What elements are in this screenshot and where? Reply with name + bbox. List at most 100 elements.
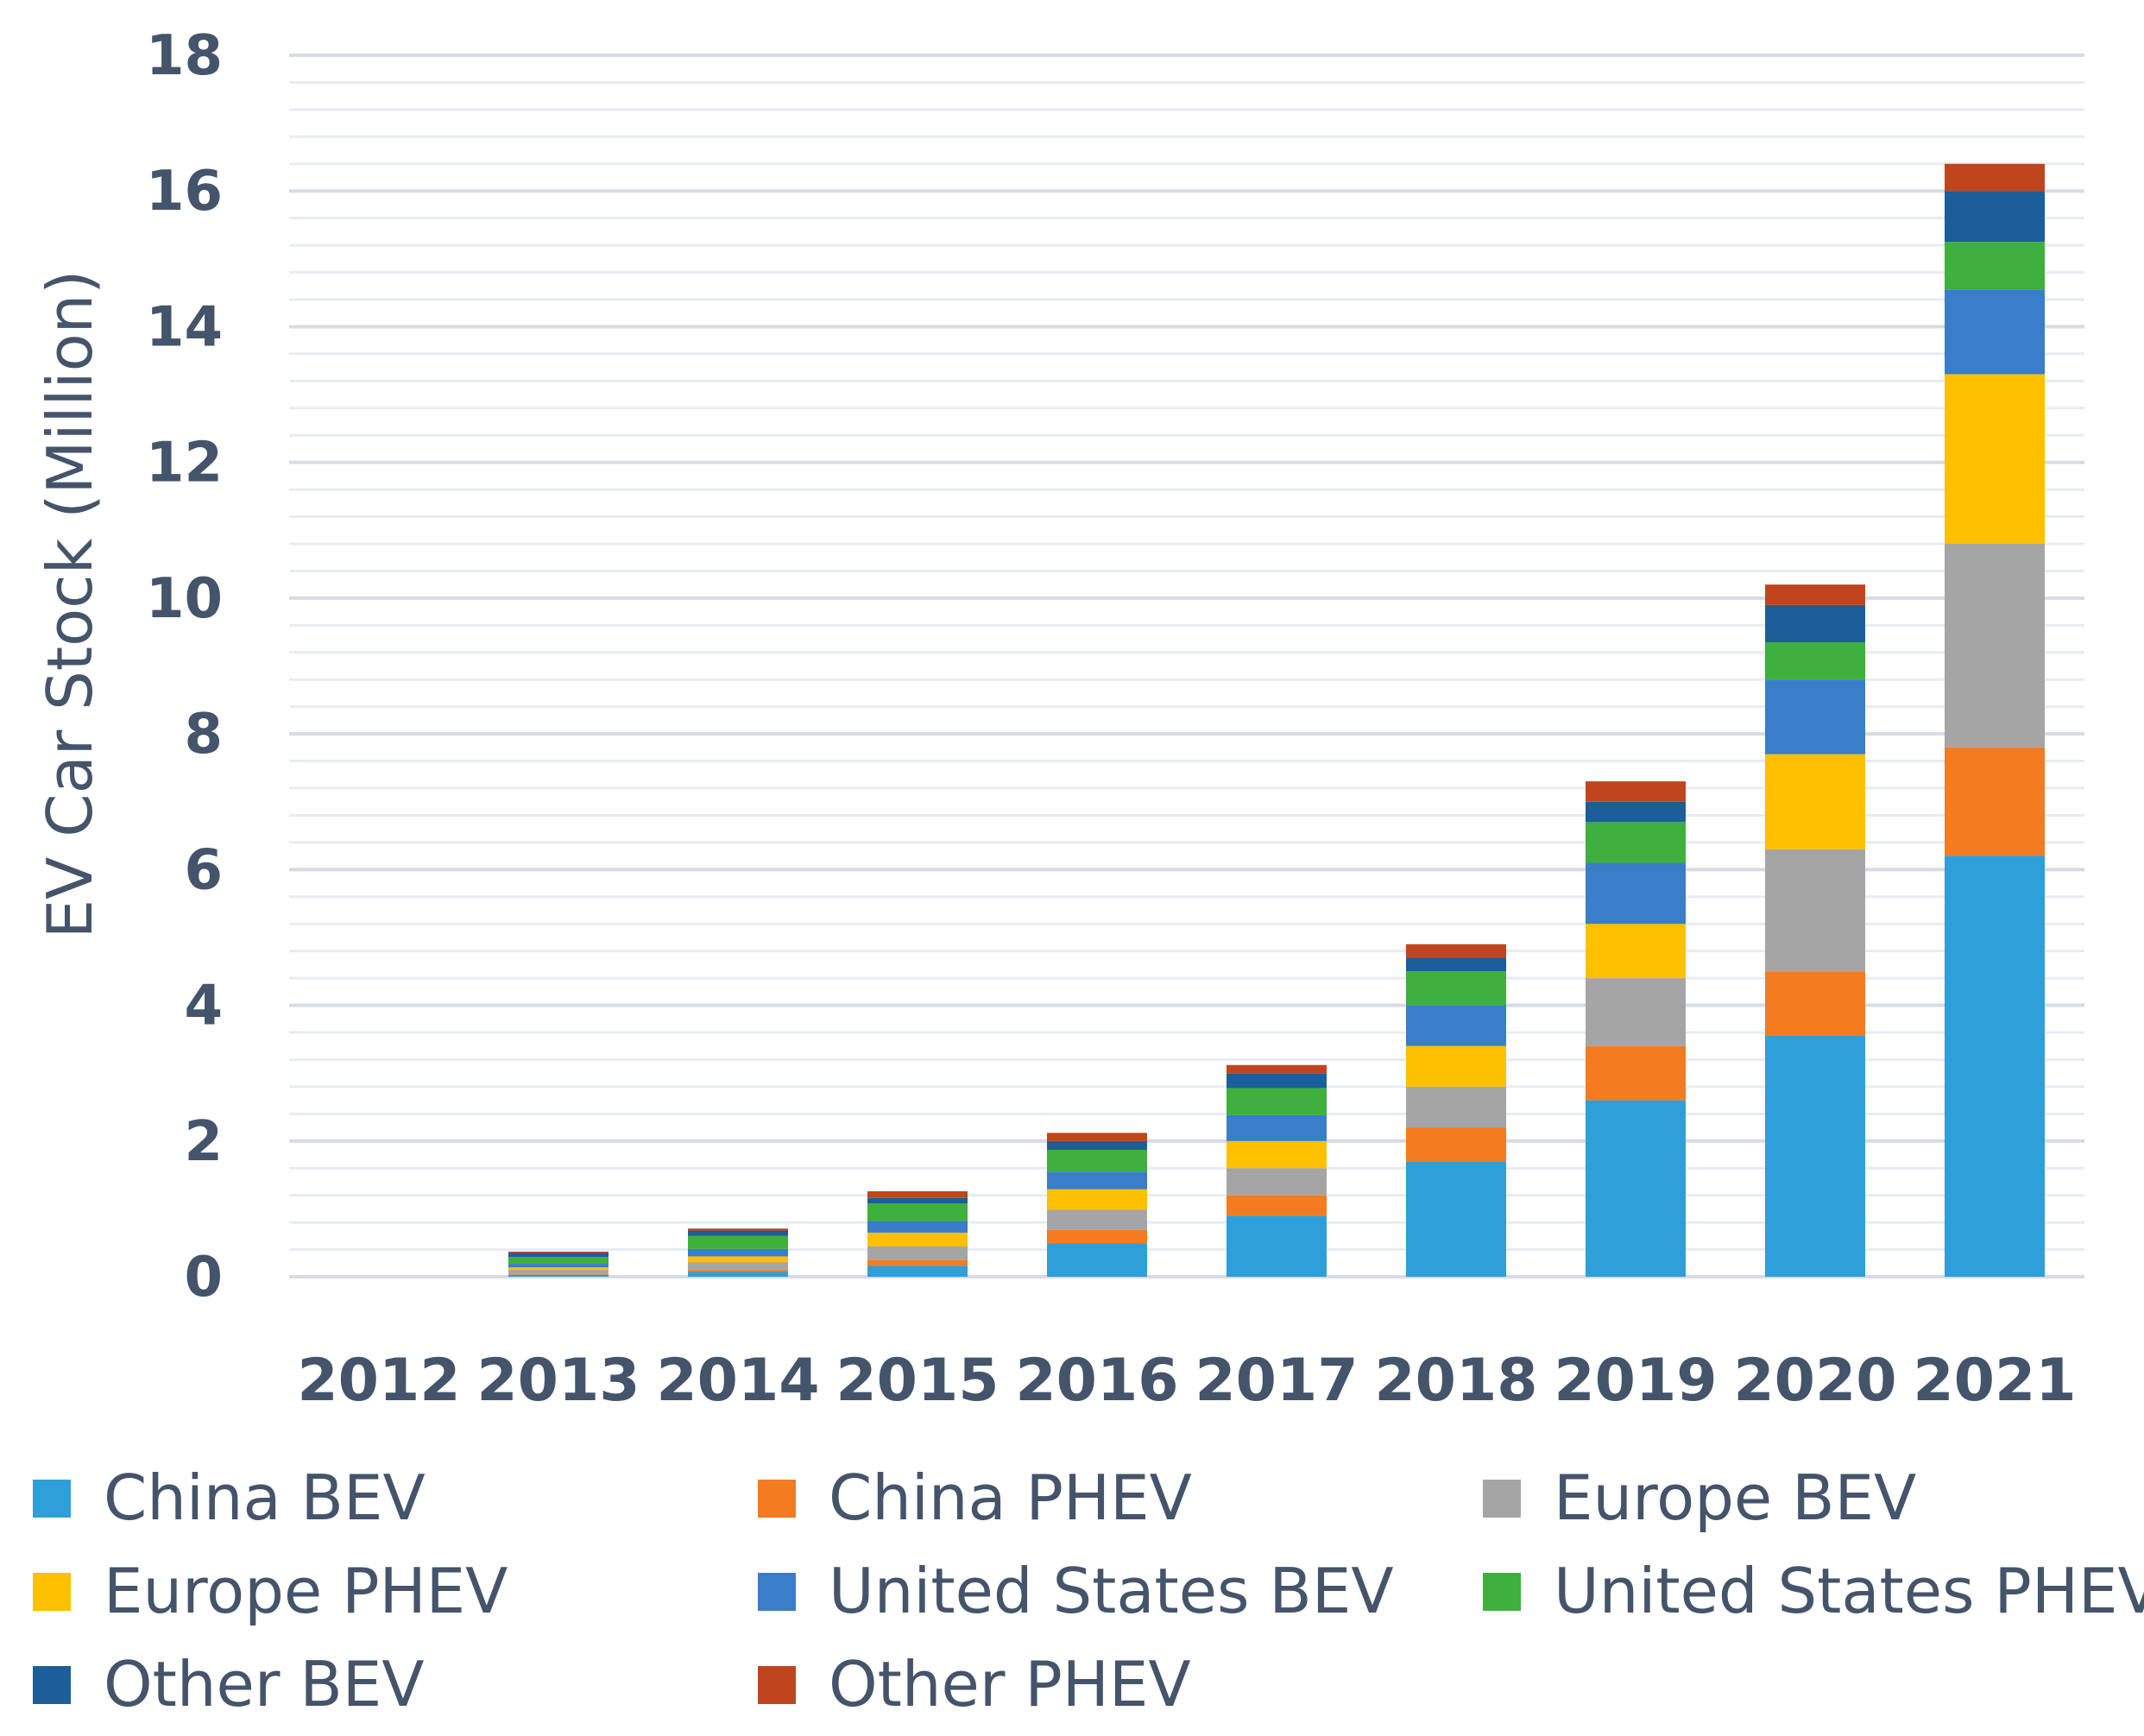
y-tick-label: 2 (184, 1110, 223, 1174)
x-tick-label: 2020 (1733, 1347, 1896, 1415)
bar-segment (1765, 584, 1865, 605)
y-tick-label: 16 (146, 160, 223, 224)
bar-segment (1047, 1189, 1147, 1210)
bars-layer (508, 163, 2045, 1277)
bar-segment (1586, 801, 1686, 823)
bar-segment (1047, 1229, 1147, 1244)
bar-segment (1945, 747, 2045, 856)
bar-segment (508, 1266, 609, 1271)
bar-segment (1226, 1215, 1327, 1277)
y-tick-label: 0 (184, 1246, 223, 1310)
bar-segment (1226, 1140, 1327, 1169)
y-tick-label: 12 (146, 432, 223, 496)
bar-segment (508, 1251, 609, 1253)
bar-segment (688, 1256, 788, 1263)
y-axis-title: EV Car Stock (Million) (34, 270, 106, 939)
x-tick-label: 2021 (1913, 1347, 2076, 1415)
bar-segment (688, 1230, 788, 1236)
legend-label: Europe BEV (1554, 1461, 1916, 1534)
bar-segment (1765, 754, 1865, 849)
bar-segment (1226, 1073, 1327, 1089)
bar-segment (1945, 855, 2045, 1277)
legend-label: China BEV (104, 1461, 426, 1534)
bar-segment (1586, 1100, 1686, 1277)
y-axis-ticks: 0 2 4 6 8 10 12 14 16 18 (146, 24, 223, 1310)
bar-segment (1406, 1005, 1506, 1046)
legend-swatch (33, 1573, 71, 1611)
bar-segment (867, 1190, 968, 1198)
y-tick-label: 14 (146, 295, 223, 359)
bar-segment (1226, 1088, 1327, 1115)
x-axis-ticks: 2012 2013 2014 2015 2016 2017 2018 2019 2020 2021 (297, 1347, 2076, 1415)
legend-swatch (33, 1480, 71, 1518)
bar-segment (1406, 1086, 1506, 1128)
bar-segment (867, 1246, 968, 1260)
x-tick-label: 2019 (1554, 1347, 1717, 1415)
bar-segment (867, 1266, 968, 1277)
bar-segment (1226, 1064, 1327, 1074)
bar-segment (508, 1264, 609, 1267)
bar-segment (688, 1235, 788, 1249)
y-tick-label: 10 (146, 567, 223, 631)
bar-segment (867, 1203, 968, 1222)
bar-segment (1047, 1140, 1147, 1150)
bar-segment (1765, 641, 1865, 680)
bar-segment (1765, 679, 1865, 754)
bar-segment (688, 1228, 788, 1231)
bar-segment (1945, 289, 2045, 375)
y-tick-label: 4 (184, 975, 223, 1038)
y-tick-label: 8 (184, 703, 223, 767)
x-tick-label: 2014 (656, 1347, 819, 1415)
bar-segment (1406, 971, 1506, 1006)
legend-label: United States BEV (829, 1555, 1394, 1627)
bar-segment (1945, 191, 2045, 243)
bar-segment (1047, 1149, 1147, 1172)
x-tick-label: 2013 (476, 1347, 640, 1415)
bar-segment (1586, 862, 1686, 925)
bar-segment (1945, 544, 2045, 748)
bar-segment (1406, 1127, 1506, 1162)
x-tick-label: 2016 (1015, 1347, 1178, 1415)
bar-segment (867, 1197, 968, 1204)
bar-segment (1406, 944, 1506, 958)
y-tick-label: 18 (146, 24, 223, 88)
x-tick-label: 2017 (1195, 1347, 1358, 1415)
bar-segment (1586, 1045, 1686, 1101)
bar-segment (508, 1257, 609, 1265)
bar-segment (508, 1270, 609, 1274)
bar-segment (1406, 957, 1506, 972)
bar-segment (867, 1232, 968, 1247)
legend: China BEV China PHEV Europe BEV Europe PHEV… (33, 1461, 2144, 1720)
bar-segment (688, 1270, 788, 1272)
legend-label: Other BEV (104, 1648, 424, 1720)
bar-segment (1765, 604, 1865, 642)
bar-segment (867, 1221, 968, 1233)
bar-segment (1047, 1243, 1147, 1277)
bar-segment (1586, 781, 1686, 802)
bar-segment (688, 1262, 788, 1271)
bar-segment (688, 1248, 788, 1257)
x-tick-label: 2015 (836, 1347, 999, 1415)
y-tick-label: 6 (184, 838, 223, 902)
bar-segment (508, 1273, 609, 1275)
bar-segment (688, 1272, 788, 1277)
legend-swatch (1483, 1480, 1521, 1518)
bar-segment (1586, 822, 1686, 863)
bar-segment (1047, 1171, 1147, 1190)
bar-segment (1765, 849, 1865, 972)
bar-segment (867, 1259, 968, 1266)
bar-segment (508, 1253, 609, 1258)
legend-swatch (758, 1480, 796, 1518)
bar-segment (1586, 924, 1686, 979)
legend-label: United States PHEV (1554, 1555, 2144, 1627)
bar-segment (1047, 1209, 1147, 1230)
bar-segment (1047, 1133, 1147, 1141)
bar-segment (1226, 1114, 1327, 1141)
legend-label: Europe PHEV (104, 1555, 508, 1627)
legend-swatch (758, 1666, 796, 1704)
legend-swatch (1483, 1573, 1521, 1611)
bar-segment (1226, 1195, 1327, 1216)
bar-segment (1226, 1168, 1327, 1196)
bar-segment (1765, 971, 1865, 1036)
